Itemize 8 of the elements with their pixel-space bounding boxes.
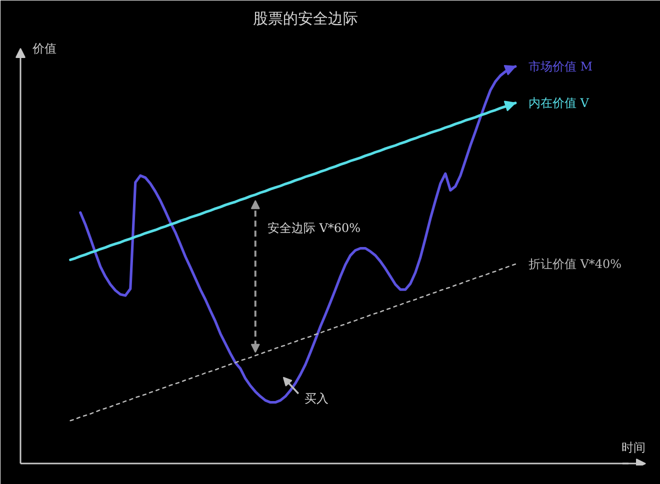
annotation: 买入 — [304, 391, 328, 406]
series-label: 折让价值 V*40% — [528, 257, 622, 272]
y-axis-title: 价值 — [32, 42, 56, 56]
series-label: 市场价值 M — [528, 59, 593, 74]
series-label: 内在价值 V — [528, 96, 590, 110]
annotation: 安全边际 V*60% — [267, 220, 361, 235]
chart-title: 股票的安全边际 — [253, 10, 358, 28]
text: 时间 — [622, 440, 646, 455]
